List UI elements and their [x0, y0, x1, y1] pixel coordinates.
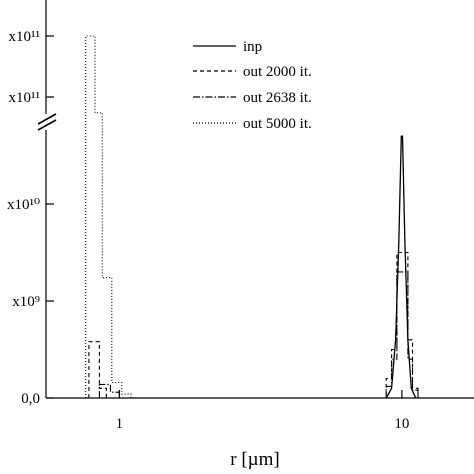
y-tick-label: x10¹¹: [9, 29, 41, 45]
axis-break-marker: [37, 113, 57, 131]
plot-frame: [37, 0, 474, 399]
legend: inp out 2000 it. out 2638 it. out 5000 i…: [193, 39, 312, 132]
y-tick-label: x10¹⁰: [7, 197, 40, 213]
x-tick-label: 10: [394, 416, 409, 432]
legend-item-out-2638: out 2638 it.: [193, 90, 312, 106]
y-ticks: 0,0 x10⁹ x10¹⁰ x10¹¹ x10¹¹: [7, 29, 54, 407]
legend-label-out-2638: out 2638 it.: [243, 90, 312, 106]
series-line-2: [88, 251, 419, 399]
x-tick-label: 1: [116, 416, 124, 432]
y-tick-label: 0,0: [21, 391, 40, 407]
series-line-3: [98, 271, 419, 399]
y-tick-label: x10⁹: [12, 294, 40, 310]
x-ticks: 1 10: [116, 390, 409, 432]
series-layer: [85, 35, 419, 399]
legend-label-out-2000: out 2000 it.: [243, 64, 312, 80]
legend-item-inp: inp: [193, 39, 262, 55]
legend-item-out-5000: out 5000 it.: [193, 116, 312, 132]
legend-label-out-5000: out 5000 it.: [243, 116, 312, 132]
series-line-4: [85, 35, 132, 398]
legend-label-inp: inp: [243, 39, 262, 55]
y-tick-label: x10¹¹: [9, 90, 41, 106]
legend-item-out-2000: out 2000 it.: [193, 64, 312, 80]
series-line-1: [385, 135, 417, 399]
x-axis-title: r [µm]: [230, 449, 279, 470]
